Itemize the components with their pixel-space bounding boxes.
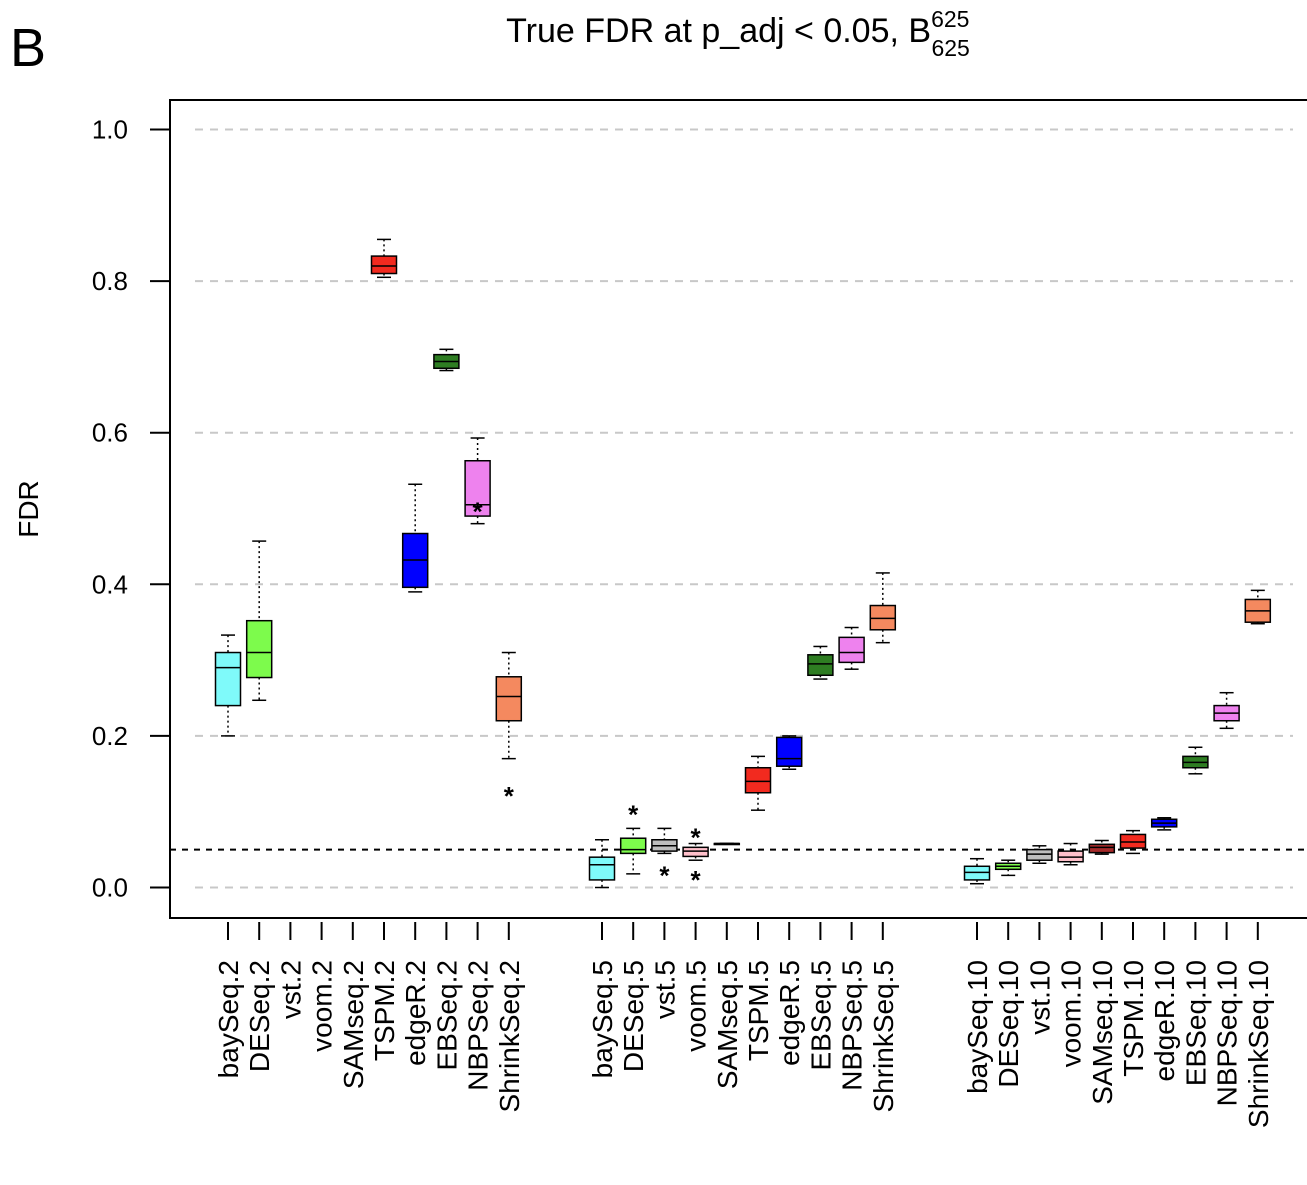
box-voom.5 [682,846,709,858]
box-layer: * * * * * * [214,238,1272,895]
outlier-marker: * [691,865,702,895]
y-tick-label: 0.2 [92,721,128,751]
x-category-label: edgeR.2 [400,960,431,1066]
outlier-marker: * [691,822,702,852]
x-category-label: vst.5 [649,960,680,1019]
x-category-label: NBPSeq.5 [837,960,868,1091]
x-category-label: TSPM.2 [369,960,400,1061]
box-ShrinkSeq.2 [495,676,523,722]
x-category-label: EBSeq.10 [1180,960,1211,1086]
x-category-label: voom.2 [307,960,338,1052]
y-tick-label: 0.0 [92,873,128,903]
box-edgeR.5 [775,736,803,767]
box-TSPM.10 [1119,833,1147,849]
x-category-label: baySeq.2 [213,960,244,1078]
box-vst.10 [1026,848,1053,861]
x-category-label: ShrinkSeq.5 [868,960,899,1113]
x-category-label: edgeR.5 [774,960,805,1066]
x-category-label: NBPSeq.2 [463,960,494,1091]
box-SAMseq.10 [1088,843,1116,854]
plot-frame [169,99,1307,919]
box-baySeq.5 [588,856,616,881]
x-category-label: EBSeq.2 [431,960,462,1071]
grid-lines [195,128,1293,889]
box-TSPM.2 [370,255,398,275]
box-TSPM.5 [744,766,772,794]
y-tick-label: 0.6 [92,418,128,448]
box-baySeq.10 [963,865,991,881]
x-category-label: DESeq.10 [993,960,1024,1088]
x-category-label: NBPSeq.10 [1212,960,1243,1106]
x-category-label: EBSeq.5 [805,960,836,1071]
box-voom.10 [1057,850,1084,863]
y-tick-label: 0.4 [92,569,128,599]
y-tick-label: 1.0 [92,115,128,145]
x-axis: baySeq.2 DESeq.2 vst.2 voom.2 SAMseq.2 TSPM.2… [213,922,1274,1128]
x-category-label: SAMseq.5 [712,960,743,1089]
x-category-label: vst.10 [1024,960,1055,1035]
chart-title: True FDR at p_adj < 0.05, B625 625 [506,6,970,61]
x-category-label: TSPM.5 [743,960,774,1061]
x-category-label: DESeq.5 [618,960,649,1072]
x-category-label: baySeq.10 [962,960,993,1094]
x-category-label: TSPM.10 [1118,960,1149,1077]
box-DESeq.2 [245,619,273,679]
x-category-label: SAMseq.10 [1087,960,1118,1105]
box-NBPSeq.2 [464,459,491,517]
box-EBSeq.5 [807,654,834,677]
chart-title-main: True FDR at p_adj < 0.05, B [506,12,931,50]
x-category-label: ShrinkSeq.10 [1243,960,1274,1128]
x-category-label: DESeq.2 [244,960,275,1072]
chart-title-subscript: 625 [931,35,969,61]
x-category-label: vst.2 [275,960,306,1019]
x-category-label: SAMseq.2 [338,960,369,1089]
y-axis-label: FDR [13,480,44,538]
x-category-label: voom.5 [681,960,712,1052]
outlier-marker: * [504,781,515,811]
chart-title-superscript: 625 [931,6,969,32]
box-ShrinkSeq.5 [869,604,897,631]
outlier-marker: * [473,497,484,527]
x-category-label: baySeq.5 [587,960,618,1078]
outlier-marker: * [659,860,670,890]
box-baySeq.2 [214,651,242,707]
y-tick-label: 0.8 [92,266,128,296]
x-category-label: ShrinkSeq.2 [494,960,525,1113]
y-axis: 0.0 0.2 0.4 0.6 0.8 1.0 [92,115,170,903]
box-NBPSeq.5 [838,636,865,664]
box-DESeq.5 [619,837,647,855]
outlier-marker: * [628,800,639,830]
x-category-label: edgeR.10 [1149,960,1180,1081]
x-category-label: voom.10 [1056,960,1087,1067]
panel-letter: B [10,18,46,78]
